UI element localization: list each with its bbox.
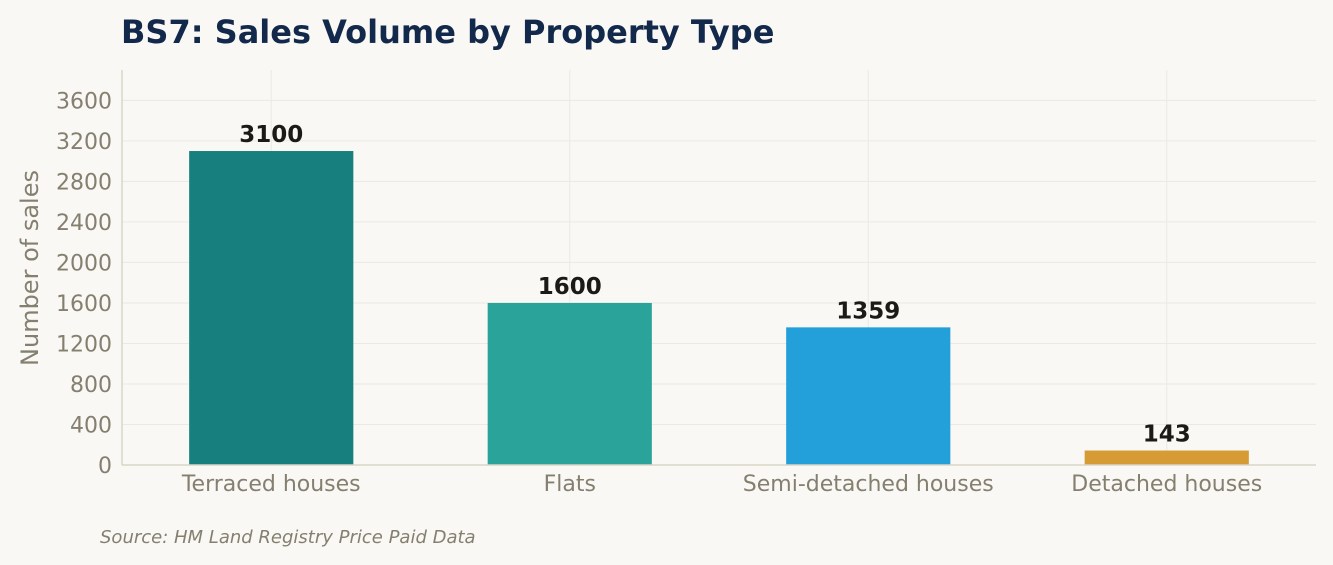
- y-tick-label: 3600: [56, 89, 112, 114]
- y-tick-label: 1600: [56, 292, 112, 317]
- x-tick-label: Flats: [544, 472, 596, 497]
- chart-title: BS7: Sales Volume by Property Type: [121, 13, 774, 51]
- bars: [189, 151, 1249, 465]
- x-axis-ticks: Terraced houses Flats Semi-detached houses…: [181, 472, 1262, 497]
- y-axis-ticks: 0 400 800 1200 1600 2000 2400 2800 3200 3600: [56, 89, 112, 479]
- y-tick-label: 0: [98, 454, 112, 479]
- x-tick-label: Semi-detached houses: [743, 472, 994, 497]
- bar-value-label: 3100: [239, 122, 303, 148]
- bar: [487, 302, 652, 465]
- y-tick-label: 2400: [56, 211, 112, 236]
- y-tick-label: 400: [70, 413, 112, 438]
- bar-value-label: 143: [1143, 422, 1191, 448]
- y-tick-label: 3200: [56, 130, 112, 155]
- bar: [786, 327, 951, 465]
- bar: [1084, 450, 1249, 465]
- bar-value-label: 1600: [538, 274, 602, 300]
- y-tick-label: 2800: [56, 170, 112, 195]
- data-labels: 3100 1600 1359 143: [239, 122, 1191, 447]
- bar-value-label: 1359: [836, 298, 900, 324]
- bar: [189, 151, 354, 465]
- x-tick-label: Terraced houses: [181, 472, 361, 497]
- source-note: Source: HM Land Registry Price Paid Data: [100, 527, 476, 548]
- y-tick-label: 2000: [56, 251, 112, 276]
- y-axis-label: Number of sales: [16, 170, 44, 366]
- y-tick-label: 1200: [56, 332, 112, 357]
- y-tick-label: 800: [70, 373, 112, 398]
- x-tick-label: Detached houses: [1071, 472, 1262, 497]
